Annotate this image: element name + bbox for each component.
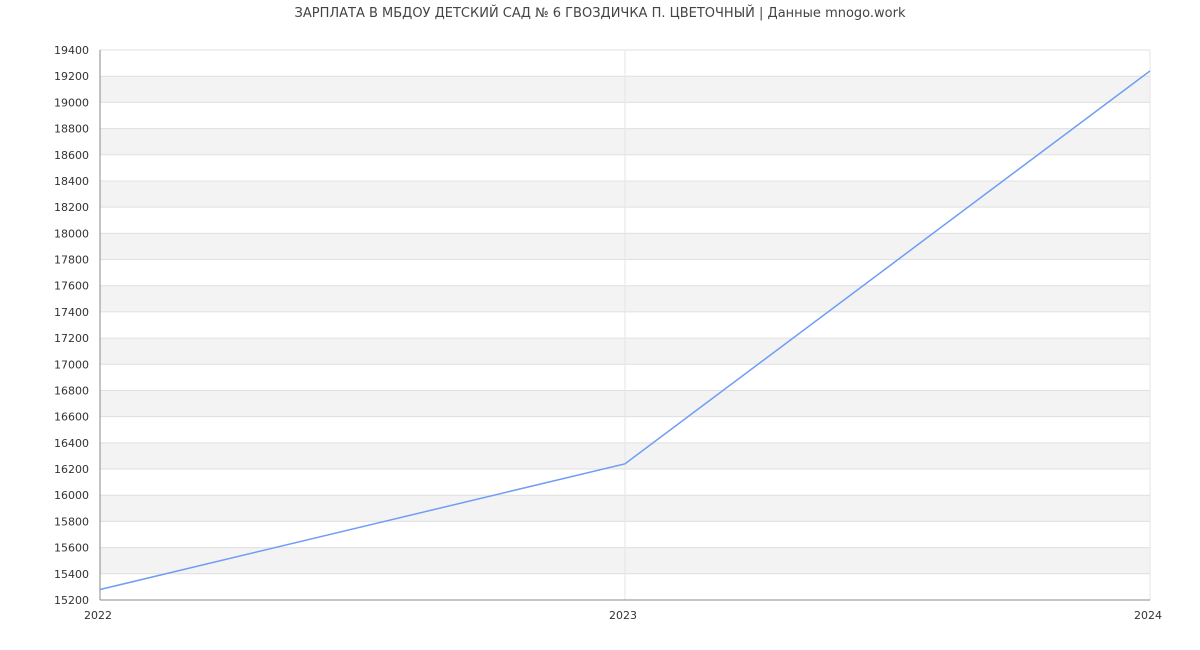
- x-tick-label: 2023: [609, 609, 637, 622]
- y-tick-label: 19000: [54, 96, 89, 109]
- y-tick-label: 16800: [54, 384, 89, 397]
- x-tick-label: 2022: [84, 609, 112, 622]
- y-tick-label: 19200: [54, 70, 89, 83]
- y-tick-label: 17400: [54, 306, 89, 319]
- y-tick-label: 15800: [54, 515, 89, 528]
- x-tick-label: 2024: [1134, 609, 1162, 622]
- y-tick-label: 18200: [54, 201, 89, 214]
- y-tick-label: 15400: [54, 568, 89, 581]
- y-tick-label: 19400: [54, 44, 89, 57]
- y-tick-label: 16600: [54, 411, 89, 424]
- y-tick-label: 18600: [54, 149, 89, 162]
- y-tick-label: 18800: [54, 123, 89, 136]
- y-tick-label: 16000: [54, 489, 89, 502]
- y-tick-label: 18000: [54, 227, 89, 240]
- y-tick-label: 16400: [54, 437, 89, 450]
- y-tick-label: 18400: [54, 175, 89, 188]
- y-tick-label: 17000: [54, 358, 89, 371]
- y-tick-label: 17800: [54, 254, 89, 267]
- y-tick-label: 17200: [54, 332, 89, 345]
- y-tick-label: 17600: [54, 280, 89, 293]
- chart-title: ЗАРПЛАТА В МБДОУ ДЕТСКИЙ САД № 6 ГВОЗДИЧ…: [294, 6, 906, 21]
- y-tick-label: 16200: [54, 463, 89, 476]
- y-tick-label: 15200: [54, 594, 89, 607]
- y-tick-label: 15600: [54, 542, 89, 555]
